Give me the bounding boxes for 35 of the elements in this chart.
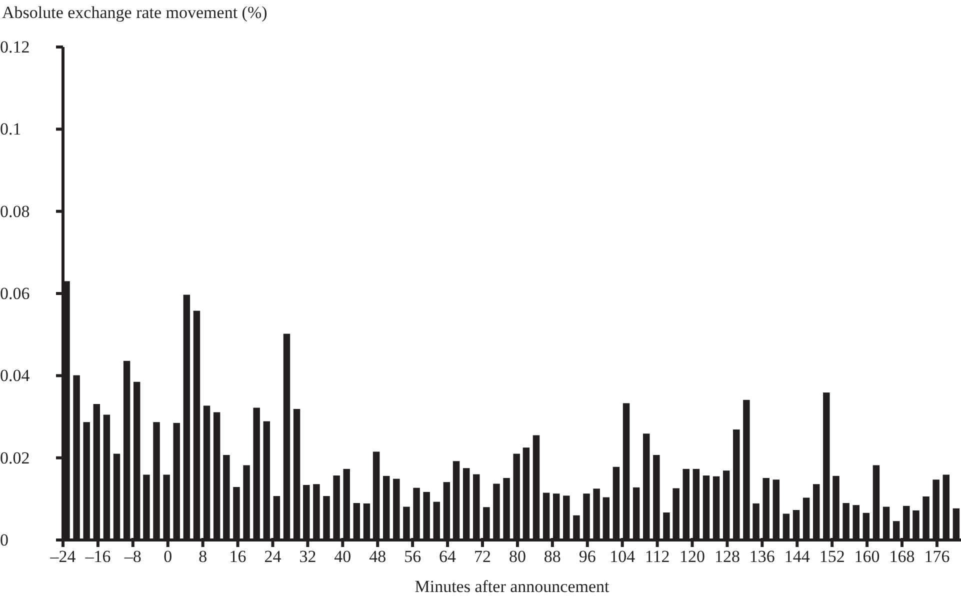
x-tick-label: 112	[644, 546, 670, 566]
y-tick-label: 0.02	[0, 448, 30, 468]
x-tick-label: 160	[854, 546, 880, 566]
x-tick-label: 56	[404, 546, 422, 566]
x-tick-label: 32	[299, 546, 316, 566]
x-tick-label: 8	[198, 546, 208, 566]
x-tick-label: 40	[334, 546, 352, 566]
x-tick-label: 152	[819, 546, 845, 566]
x-tick-label: 96	[578, 546, 596, 566]
x-tick-label: –24	[49, 546, 76, 566]
y-tick-label: 0.12	[0, 37, 30, 56]
x-tick-label: 176	[924, 546, 950, 566]
x-tick-label: 16	[229, 546, 246, 566]
x-tick-label: 24	[264, 546, 282, 566]
y-axis-title: Absolute exchange rate movement (%)	[2, 3, 268, 22]
x-tick-label: 48	[369, 546, 386, 566]
x-tick-label: 88	[544, 546, 561, 566]
y-tick-label: 0.04	[0, 366, 30, 386]
x-tick-label: 168	[889, 546, 915, 566]
x-tick-label: 120	[680, 546, 706, 566]
y-tick-label: 0	[0, 530, 8, 550]
x-tick-label: –16	[84, 546, 111, 566]
x-tick-label: 136	[749, 546, 775, 566]
x-tick-label: 128	[714, 546, 740, 566]
x-axis-title: Minutes after announcement	[414, 577, 610, 596]
x-tick-label: –8	[123, 546, 142, 566]
x-tick-label: 64	[439, 546, 457, 566]
x-tick-label: 0	[164, 546, 172, 566]
x-tick-label: 144	[784, 546, 810, 566]
y-tick-label: 0.1	[0, 120, 22, 139]
x-tick-label: 80	[508, 546, 526, 566]
y-tick-label: 0.06	[0, 284, 30, 303]
x-tick-label: 72	[474, 546, 492, 566]
y-tick-label: 0.08	[0, 202, 30, 221]
x-tick-label: 104	[610, 546, 636, 566]
